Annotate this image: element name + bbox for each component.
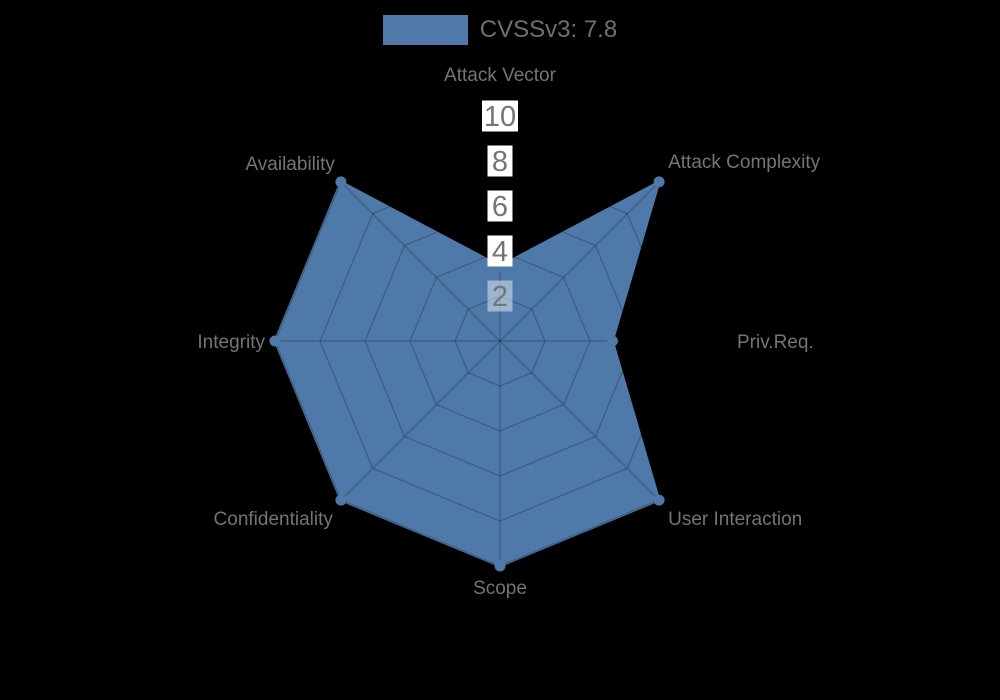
tick-box [487,145,513,177]
grid-ring [364,205,636,477]
axis-spoke [499,181,660,342]
tick-box [487,235,513,267]
data-point [494,560,506,572]
tick-box [487,190,513,222]
axis-label-confidentiality: Confidentiality [214,509,334,530]
legend-swatch [382,15,468,45]
grid-ring [409,250,591,432]
axis-spoke [340,340,501,501]
axis-label-integrity: Integrity [197,332,265,353]
data-point [653,494,665,506]
axis-spoke [340,181,501,342]
axis-label-scope: Scope [473,578,527,599]
axis-label-user-interaction: User Interaction [668,509,802,530]
axis-label-attack-complexity: Attack Complexity [668,152,821,173]
tick-label: 4 [492,236,508,268]
tick-label: 10 [484,101,516,133]
axis-label-availability: Availability [245,154,335,175]
grid-ring [454,295,546,387]
data-point [653,176,665,188]
data-point [335,176,347,188]
axis-label-priv-req: Priv.Req. [737,332,814,353]
tick-label: 6 [492,191,508,223]
tick-box [487,280,513,312]
tick-box [482,100,518,132]
axis-spoke [499,340,660,501]
data-point [269,335,281,347]
chart-legend: CVSSv3: 7.8 [0,15,1000,45]
tick-label: 2 [492,281,508,313]
tick-label: 8 [492,146,508,178]
legend-label: CVSSv3: 7.8 [479,16,618,43]
data-point [607,335,618,347]
axis-label-attack-vector: Attack Vector [444,65,557,86]
data-point [335,494,347,506]
grid-ring [319,160,681,522]
